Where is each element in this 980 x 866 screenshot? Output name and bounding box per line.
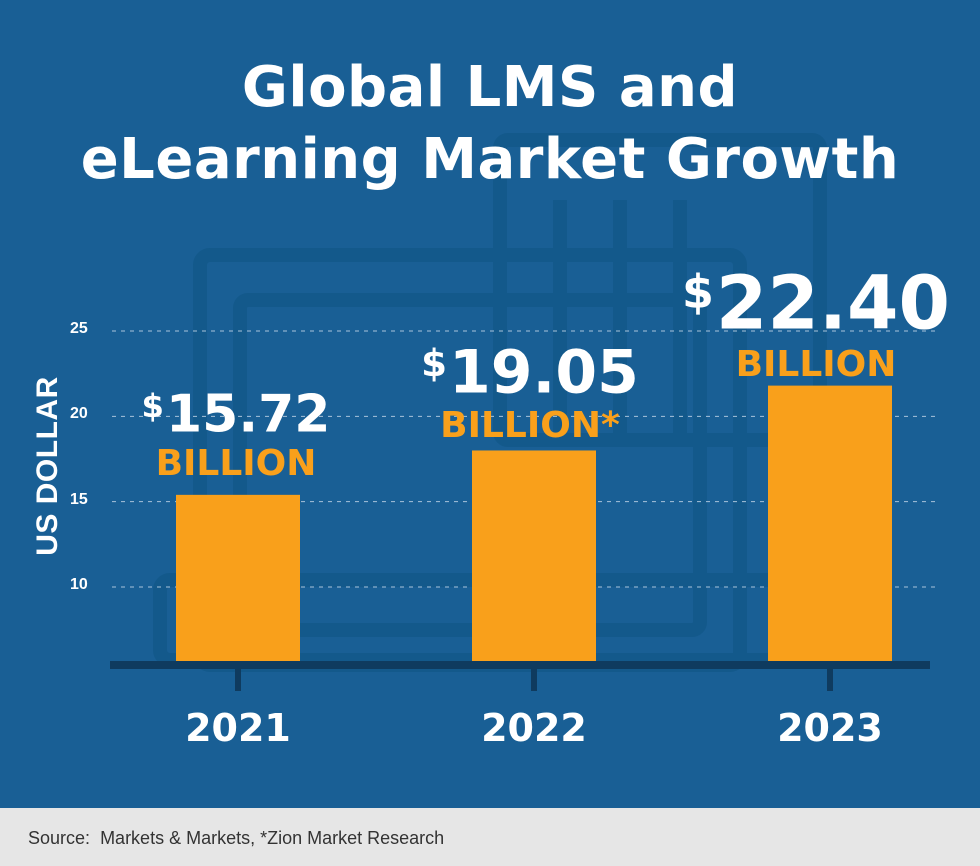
dollar-sign: $ — [682, 265, 714, 319]
value-amount: 19.05 — [449, 337, 639, 408]
value-label: $19.05 — [360, 330, 700, 406]
bar-2022 — [472, 450, 596, 665]
value-amount: 15.72 — [165, 384, 331, 445]
bar-2021 — [176, 494, 300, 665]
y-tick-label: 20 — [70, 405, 88, 423]
source-footer: Source: Markets & Markets, *Zion Market … — [0, 808, 980, 866]
value-label: $22.40 — [646, 252, 980, 345]
source-note: Source: Markets & Markets, *Zion Market … — [28, 828, 444, 849]
value-unit: BILLION — [735, 344, 897, 386]
y-tick-label: 15 — [70, 490, 88, 508]
x-tick-mark — [827, 669, 833, 691]
value-label: $15.72 — [66, 378, 406, 444]
x-tick-mark — [235, 669, 241, 691]
value-callout-2021: $15.72 BILLION — [66, 378, 406, 483]
y-tick-label: 10 — [70, 576, 88, 593]
value-callout-2022: $19.05 BILLION* — [360, 330, 700, 445]
x-tick-label-2021: 2021 — [185, 706, 291, 750]
source-label: Source: — [28, 828, 91, 848]
x-tick-label-2022: 2022 — [481, 706, 587, 750]
x-axis-line — [110, 661, 930, 669]
title-line-2: eLearning Market Growth — [80, 127, 900, 192]
title-line-1: Global LMS and — [241, 55, 739, 120]
bar-chart — [110, 330, 935, 691]
bar-2023 — [768, 385, 892, 665]
dollar-sign: $ — [141, 387, 164, 425]
value-unit: BILLION — [155, 442, 317, 484]
source-text: Markets & Markets, *Zion Market Research — [100, 828, 445, 848]
x-tick-label-2023: 2023 — [777, 706, 883, 750]
dollar-sign: $ — [421, 341, 448, 385]
value-callout-2023: $22.40 BILLION — [646, 252, 980, 385]
value-unit: BILLION* — [440, 404, 620, 446]
y-tick-label: 25 — [70, 320, 88, 337]
x-tick-mark — [531, 669, 537, 691]
infographic-card: Global LMS and eLearning Market Growth U… — [0, 0, 980, 808]
value-amount: 22.40 — [715, 260, 950, 347]
chart-title: Global LMS and eLearning Market Growth — [0, 52, 980, 196]
